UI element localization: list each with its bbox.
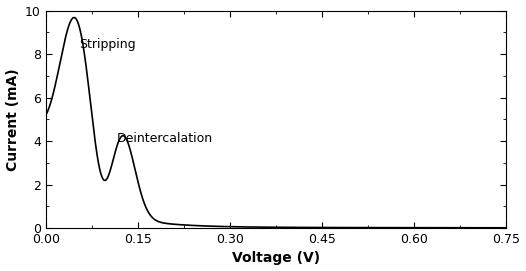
Text: Deintercalation: Deintercalation xyxy=(116,132,213,145)
Y-axis label: Current (mA): Current (mA) xyxy=(6,68,19,171)
X-axis label: Voltage (V): Voltage (V) xyxy=(232,251,320,265)
Text: Stripping: Stripping xyxy=(79,37,136,50)
